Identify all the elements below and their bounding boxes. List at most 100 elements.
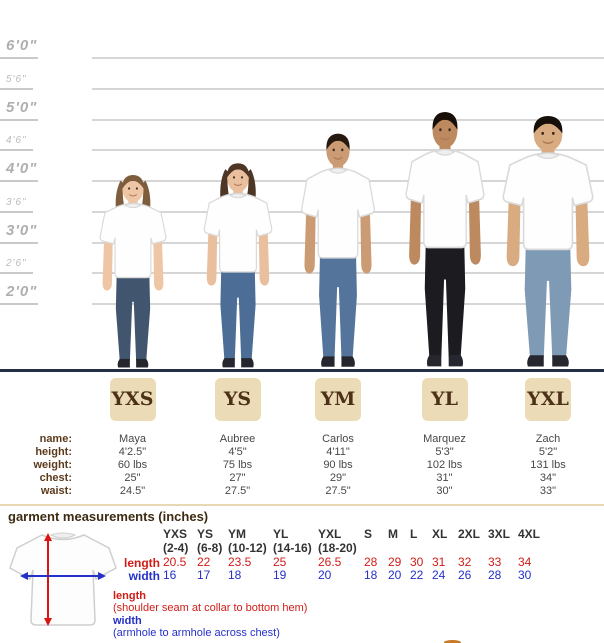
model-height-yxs: 4'2.5" — [118, 446, 147, 458]
model-waist-yxl: 33" — [539, 485, 557, 497]
garment-col-s-length: 28 — [364, 555, 378, 569]
size-badge-yxl: YXL — [525, 378, 571, 421]
garment-col-yxs-size: YXS — [163, 527, 188, 541]
model-waist-ys: 27.5" — [224, 485, 251, 497]
row-label-height: height: — [35, 446, 72, 458]
ruler-label-underline — [0, 210, 33, 213]
child-figure-yl — [405, 112, 484, 367]
ruler-label: 3'0" — [6, 221, 38, 239]
garment-col-yxs-length: 20.5 — [163, 555, 187, 569]
legend-length-def: (shoulder seam at collar to bottom hem) — [113, 602, 308, 614]
model-waist-yl: 30" — [436, 485, 453, 497]
child-figure-ys — [203, 163, 272, 368]
garment-col-yxl-range: (18-20) — [318, 541, 357, 555]
model-waist-ym: 27.5" — [325, 485, 351, 497]
model-height-ys: 4'5" — [228, 446, 247, 458]
ruler-label-underline — [0, 180, 38, 182]
garment-col-ym-width: 18 — [228, 568, 242, 582]
garment-row-label-width: width — [128, 569, 160, 583]
size-badge-ym: YM — [315, 378, 361, 421]
ruler-label: 5'6" — [6, 73, 27, 85]
garment-col-m-width: 20 — [388, 568, 402, 582]
garment-col-ys-range: (6-8) — [197, 541, 223, 555]
legend-length-term: length — [113, 590, 146, 602]
model-chest-yxs: 25" — [124, 472, 141, 484]
tshirt-icon — [9, 532, 117, 626]
garment-col-4xl-size: 4XL — [518, 527, 541, 541]
ruler-label-underline — [0, 57, 38, 59]
garment-col-3xl-width: 28 — [488, 568, 502, 582]
model-weight-ym: 90 lbs — [323, 459, 353, 471]
length-arrow — [44, 533, 52, 626]
garment-row-label-length: length — [124, 556, 160, 570]
legend-width-def: (armhole to armhole across chest) — [113, 627, 280, 639]
garment-col-ym-range: (10-12) — [228, 541, 267, 555]
model-waist-yxs: 24.5" — [119, 485, 146, 497]
garment-col-3xl-size: 3XL — [488, 527, 511, 541]
ruler-label: 4'6" — [6, 135, 27, 147]
row-label-name: name: — [39, 433, 72, 445]
model-height-yxl: 5'2" — [538, 446, 558, 458]
garment-col-l-length: 30 — [410, 555, 424, 569]
model-weight-yxl: 131 lbs — [530, 459, 566, 471]
garment-col-3xl-length: 33 — [488, 555, 502, 569]
model-chest-yxl: 34" — [539, 472, 557, 484]
garment-col-ys-length: 22 — [197, 555, 211, 569]
legend-width-term: width — [113, 615, 142, 627]
model-name-ym: Carlos — [322, 433, 354, 445]
garment-col-ym-size: YM — [228, 527, 246, 541]
garment-col-l-size: L — [410, 527, 418, 541]
garment-heading: garment measurements (inches) — [8, 509, 209, 524]
ruler-label: 2'6" — [6, 258, 27, 270]
width-arrow — [20, 572, 106, 580]
model-chest-yl: 31" — [436, 472, 453, 484]
ruler-label-underline — [0, 149, 33, 152]
ruler-line — [92, 57, 604, 59]
garment-col-2xl-width: 26 — [458, 568, 472, 582]
model-name-yl: Marquez — [423, 433, 466, 445]
size-badge-yxs: YXS — [109, 378, 156, 421]
garment-col-yxl-size: YXL — [318, 527, 342, 541]
ruler-line — [92, 87, 604, 90]
garment-col-ys-size: YS — [197, 527, 214, 541]
garment-col-yxl-width: 20 — [318, 568, 332, 582]
child-figure-yxs — [99, 175, 166, 368]
ruler-label: 6'0" — [6, 37, 38, 54]
garment-col-m-size: M — [388, 527, 398, 541]
ruler-label: 4'0" — [6, 160, 38, 177]
model-height-ym: 4'11" — [326, 446, 350, 458]
ruler-label: 5'0" — [6, 98, 38, 116]
row-label-chest: chest: — [39, 472, 72, 484]
model-weight-yxs: 60 lbs — [117, 459, 148, 471]
garment-col-yl-length: 25 — [273, 555, 287, 569]
child-figure-yxl — [502, 115, 594, 367]
height-chart-photo: 6'0" 5'6" 5'0" 4'6" 4'0" 3'6" 3'0" 2'6" 2'0" — [0, 37, 604, 372]
model-chest-ys: 27" — [229, 472, 246, 484]
garment-col-4xl-width: 30 — [518, 568, 532, 582]
ruler-label-underline — [0, 87, 33, 90]
garment-col-xl-size: XL — [432, 527, 448, 541]
model-weight-yl: 102 lbs — [426, 459, 463, 471]
model-name-ys: Aubree — [219, 433, 256, 445]
ruler-label: 2'0" — [6, 283, 38, 300]
model-height-yl: 5'3" — [435, 446, 454, 458]
section-divider — [0, 504, 604, 506]
garment-col-2xl-length: 32 — [458, 555, 472, 569]
model-chest-ym: 29" — [329, 472, 347, 484]
garment-col-2xl-size: 2XL — [458, 527, 481, 541]
model-weight-ys: 75 lbs — [222, 459, 253, 471]
child-figure-ym — [301, 133, 375, 367]
garment-col-s-size: S — [364, 527, 373, 541]
garment-col-ys-width: 17 — [197, 568, 211, 582]
tshirt-diagram — [4, 529, 122, 631]
row-label-weight: weight: — [33, 459, 73, 471]
garment-col-yl-width: 19 — [273, 568, 287, 582]
garment-col-xl-width: 24 — [432, 568, 446, 582]
model-name-yxs: Maya — [119, 433, 146, 445]
garment-col-m-length: 29 — [388, 555, 402, 569]
garment-col-yxs-width: 16 — [163, 568, 177, 582]
garment-col-s-width: 18 — [364, 568, 378, 582]
ruler-label-underline — [0, 272, 33, 275]
floor-line — [0, 369, 604, 372]
